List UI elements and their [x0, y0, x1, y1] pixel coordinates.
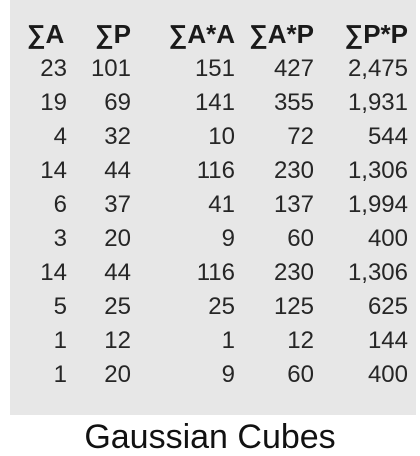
header-sum-p-times-p: ∑P*P — [344, 19, 408, 49]
cell-sum-a-times-p: 230 — [273, 259, 314, 286]
cell-sum-a-times-a: 1 — [221, 327, 235, 354]
cell-sum-p-times-p: 2,475 — [347, 55, 408, 82]
cell-sum-a: 6 — [53, 191, 67, 218]
cell-sum-a-times-a: 9 — [221, 361, 235, 388]
cell-sum-p-times-p: 1,306 — [347, 259, 408, 286]
cell-sum-p-times-p: 400 — [367, 361, 408, 388]
cell-sum-p-times-p: 1,994 — [347, 191, 408, 218]
cell-sum-a-times-p: 12 — [287, 327, 314, 354]
header-sum-a-times-p: ∑A*P — [249, 19, 314, 49]
header-sum-p: ∑P — [95, 19, 131, 49]
table-row: 6 37 41 137 1,994 — [10, 188, 408, 222]
cell-sum-p-times-p: 625 — [367, 293, 408, 320]
table-row: 23 101 151 427 2,475 — [10, 52, 408, 86]
cell-sum-a-times-p: 72 — [287, 123, 314, 150]
cell-sum-a-times-a: 10 — [208, 123, 235, 150]
table-row: 3 20 9 60 400 — [10, 222, 408, 256]
cell-sum-a-times-a: 151 — [194, 55, 235, 82]
caption: Gaussian Cubes — [84, 418, 336, 456]
cell-sum-a: 5 — [53, 293, 67, 320]
cell-sum-a: 4 — [53, 123, 67, 150]
table-row: 19 69 141 355 1,931 — [10, 86, 408, 120]
cell-sum-a: 3 — [53, 225, 67, 252]
cell-sum-p: 37 — [104, 191, 131, 218]
table-row: 5 25 25 125 625 — [10, 290, 408, 324]
cell-sum-a-times-p: 230 — [273, 157, 314, 184]
cell-sum-p-times-p: 1,306 — [347, 157, 408, 184]
cell-sum-p: 101 — [90, 55, 131, 82]
cell-sum-a-times-a: 141 — [194, 89, 235, 116]
cell-sum-a-times-a: 116 — [196, 259, 235, 286]
cell-sum-a-times-a: 25 — [208, 293, 235, 320]
cell-sum-p-times-p: 1,931 — [347, 89, 408, 116]
cell-sum-a-times-p: 60 — [287, 361, 314, 388]
cell-sum-a-times-p: 137 — [273, 191, 314, 218]
cell-sum-p-times-p: 144 — [367, 327, 408, 354]
cell-sum-a-times-a: 41 — [208, 191, 235, 218]
cell-sum-a-times-p: 60 — [287, 225, 314, 252]
table-row: 4 32 10 72 544 — [10, 120, 408, 154]
cell-sum-a: 1 — [53, 327, 67, 354]
cell-sum-p: 20 — [104, 225, 131, 252]
sums-table: ∑A ∑P ∑A*A ∑A*P ∑P*P 23 101 151 427 2,475 19 6… — [10, 16, 408, 392]
cell-sum-a: 19 — [40, 89, 67, 116]
cell-sum-a: 14 — [40, 259, 67, 286]
cell-sum-a-times-p: 355 — [273, 89, 314, 116]
cell-sum-p-times-p: 400 — [367, 225, 408, 252]
table-row: 1 20 9 60 400 — [10, 358, 408, 392]
cell-sum-a-times-a: 9 — [221, 225, 235, 252]
table-body: 23 101 151 427 2,475 19 69 141 355 1,931 4 32 10 72 54… — [10, 52, 408, 392]
cell-sum-p: 12 — [104, 327, 131, 354]
cell-sum-a: 14 — [40, 157, 67, 184]
cell-sum-p: 32 — [104, 123, 131, 150]
table-panel — [10, 0, 416, 415]
header-sum-a: ∑A — [27, 19, 65, 49]
cell-sum-p: 25 — [104, 293, 131, 320]
cell-sum-p: 69 — [104, 89, 131, 116]
cell-sum-p-times-p: 544 — [367, 123, 408, 150]
cell-sum-a-times-p: 125 — [273, 293, 314, 320]
cell-sum-a: 1 — [53, 361, 67, 388]
table-row: 1 12 1 12 144 — [10, 324, 408, 358]
cell-sum-a-times-a: 116 — [196, 157, 235, 184]
cell-sum-p: 44 — [104, 259, 131, 286]
cell-sum-a: 23 — [40, 55, 67, 82]
header-row: ∑A ∑P ∑A*A ∑A*P ∑P*P — [10, 16, 408, 52]
table-row: 14 44 116 230 1,306 — [10, 154, 408, 188]
header-sum-a-times-a: ∑A*A — [168, 19, 235, 49]
cell-sum-p: 44 — [104, 157, 131, 184]
cell-sum-a-times-p: 427 — [273, 55, 314, 82]
cell-sum-p: 20 — [104, 361, 131, 388]
table-row: 14 44 116 230 1,306 — [10, 256, 408, 290]
